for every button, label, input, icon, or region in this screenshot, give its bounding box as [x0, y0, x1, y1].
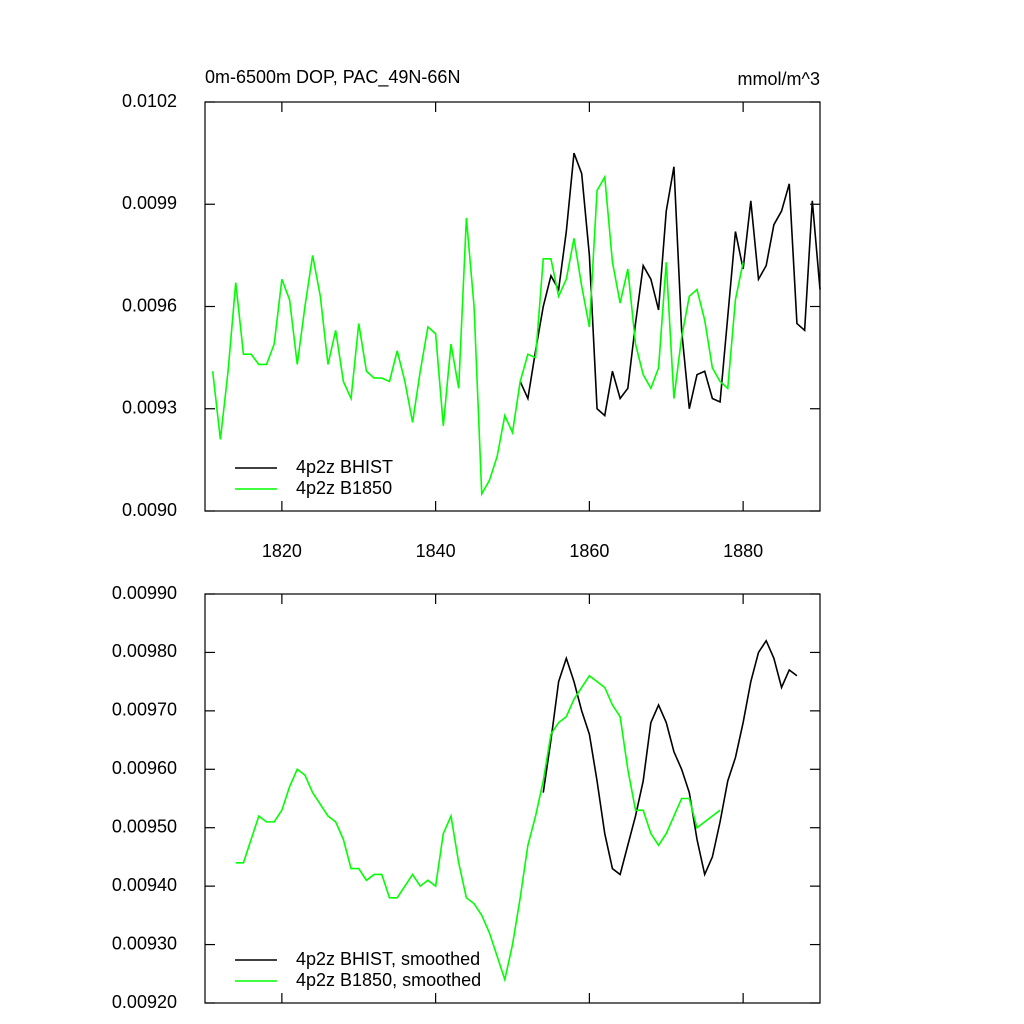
- legend-label: 4p2z B1850, smoothed: [296, 970, 481, 990]
- plot-frame: [204, 101, 821, 512]
- plot-frame: [204, 593, 821, 1004]
- y-tick-label: 0.00950: [112, 816, 177, 836]
- series-line: [235, 674, 721, 983]
- series-line: [542, 639, 798, 878]
- x-tick-label: 1860: [569, 541, 609, 561]
- legend-label: 4p2z BHIST, smoothed: [296, 949, 480, 969]
- y-tick-label: 0.0099: [122, 193, 177, 213]
- x-tick-label: 1840: [416, 541, 456, 561]
- y-tick-label: 0.0102: [122, 91, 177, 111]
- series-line: [211, 174, 744, 497]
- chart-title: 0m-6500m DOP, PAC_49N-66N: [205, 67, 460, 88]
- y-tick-label: 0.00940: [112, 875, 177, 895]
- y-tick-label: 0.00930: [112, 933, 177, 953]
- y-tick-label: 0.00980: [112, 641, 177, 661]
- y-tick-label: 0.0090: [122, 500, 177, 520]
- y-tick-label: 0.00920: [112, 992, 177, 1012]
- units-label: mmol/m^3: [738, 69, 820, 89]
- x-tick-label: 1820: [262, 541, 302, 561]
- y-tick-label: 0.00960: [112, 758, 177, 778]
- y-tick-label: 0.00990: [112, 583, 177, 603]
- y-tick-label: 0.00970: [112, 700, 177, 720]
- y-tick-label: 0.0096: [122, 295, 177, 315]
- legend-label: 4p2z B1850: [296, 478, 392, 498]
- y-tick-label: 0.0093: [122, 398, 177, 418]
- series-line: [519, 152, 821, 418]
- x-tick-label: 1880: [723, 541, 763, 561]
- legend-label: 4p2z BHIST: [296, 457, 393, 477]
